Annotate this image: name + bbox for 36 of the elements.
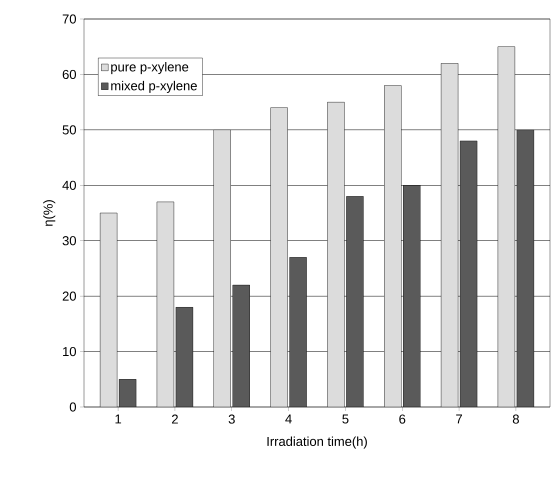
bar bbox=[289, 257, 307, 407]
y-tick-label: 0 bbox=[70, 402, 76, 412]
bar bbox=[403, 185, 420, 407]
x-axis-title: Irradiation time(h) bbox=[267, 436, 367, 449]
bar bbox=[327, 102, 345, 407]
x-tick-label: 2 bbox=[172, 414, 178, 424]
bar bbox=[214, 130, 231, 407]
x-tick-label: 6 bbox=[399, 414, 406, 424]
y-axis-title: η(%) bbox=[43, 200, 56, 226]
x-tick-label: 1 bbox=[115, 414, 122, 424]
bar bbox=[498, 46, 516, 407]
y-tick-label: 20 bbox=[62, 292, 76, 301]
y-tick-label: 50 bbox=[62, 125, 76, 134]
legend-label: pure p-xylene bbox=[111, 62, 188, 74]
x-tick-label: 8 bbox=[512, 414, 519, 424]
bar bbox=[384, 85, 402, 407]
bar bbox=[100, 212, 118, 407]
bar bbox=[176, 307, 194, 407]
bar bbox=[156, 202, 174, 407]
bar bbox=[232, 284, 250, 407]
y-tick-label: 10 bbox=[63, 346, 76, 356]
legend-label: mixed p-xylene bbox=[111, 80, 197, 93]
y-tick-label: 40 bbox=[62, 180, 76, 190]
bar bbox=[346, 196, 364, 407]
bar bbox=[460, 140, 478, 407]
bar bbox=[516, 130, 534, 407]
x-tick-label: 5 bbox=[342, 414, 348, 424]
x-tick-label: 4 bbox=[285, 414, 292, 424]
bar bbox=[440, 63, 458, 407]
x-tick-label: 7 bbox=[456, 414, 462, 424]
y-tick-label: 60 bbox=[62, 70, 76, 80]
bar bbox=[270, 107, 288, 407]
x-tick-label: 3 bbox=[228, 414, 235, 424]
y-tick-label: 30 bbox=[62, 236, 76, 246]
bar bbox=[118, 379, 136, 407]
y-tick-label: 70 bbox=[62, 14, 76, 24]
